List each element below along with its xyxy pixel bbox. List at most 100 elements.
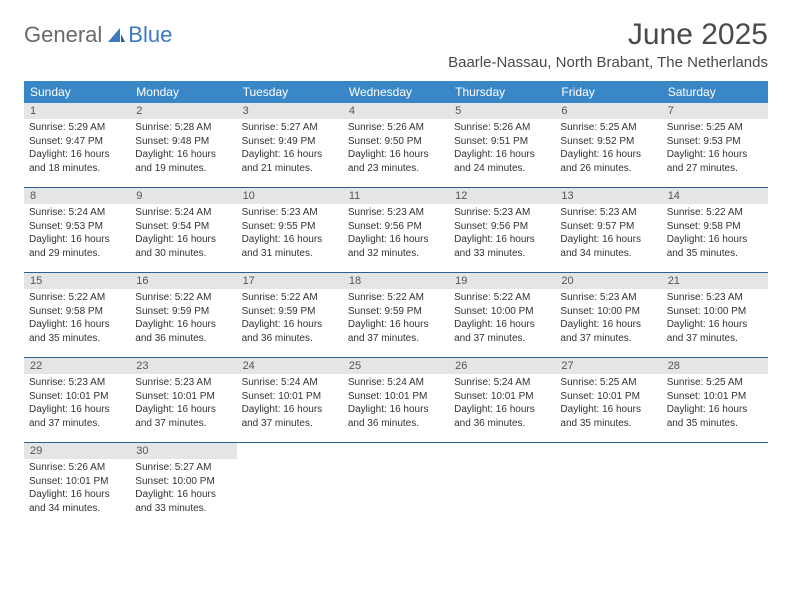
- day-body: Sunrise: 5:25 AMSunset: 9:53 PMDaylight:…: [662, 119, 768, 187]
- sunset: Sunset: 9:58 PM: [667, 220, 763, 234]
- sunset: Sunset: 9:48 PM: [135, 135, 231, 149]
- sunrise: Sunrise: 5:23 AM: [667, 291, 763, 305]
- sunrise: Sunrise: 5:23 AM: [560, 291, 656, 305]
- sunrise: Sunrise: 5:26 AM: [348, 121, 444, 135]
- sunset: Sunset: 9:51 PM: [454, 135, 550, 149]
- weekday-header: Wednesday: [343, 81, 449, 103]
- daylight-line1: Daylight: 16 hours: [560, 318, 656, 332]
- daylight-line1: Daylight: 16 hours: [29, 403, 125, 417]
- header: General Blue June 2025 Baarle-Nassau, No…: [24, 18, 768, 71]
- daylight-line1: Daylight: 16 hours: [348, 233, 444, 247]
- daylight-line2: and 35 minutes.: [667, 247, 763, 261]
- daylight-line2: and 36 minutes.: [135, 332, 231, 346]
- sunrise: Sunrise: 5:23 AM: [242, 206, 338, 220]
- month-title: June 2025: [448, 18, 768, 52]
- daylight-line2: and 37 minutes.: [454, 332, 550, 346]
- day-body: Sunrise: 5:24 AMSunset: 9:54 PMDaylight:…: [130, 204, 236, 272]
- daylight-line1: Daylight: 16 hours: [242, 318, 338, 332]
- sunset: Sunset: 9:50 PM: [348, 135, 444, 149]
- daylight-line1: Daylight: 16 hours: [667, 403, 763, 417]
- sunrise: Sunrise: 5:27 AM: [135, 461, 231, 475]
- day-body-row: Sunrise: 5:23 AMSunset: 10:01 PMDaylight…: [24, 374, 768, 442]
- daylight-line2: and 18 minutes.: [29, 162, 125, 176]
- day-body: Sunrise: 5:23 AMSunset: 9:56 PMDaylight:…: [449, 204, 555, 272]
- day-body: Sunrise: 5:27 AMSunset: 9:49 PMDaylight:…: [237, 119, 343, 187]
- daylight-line2: and 34 minutes.: [29, 502, 125, 516]
- sunrise: Sunrise: 5:22 AM: [348, 291, 444, 305]
- sunrise: Sunrise: 5:22 AM: [242, 291, 338, 305]
- daylight-line1: Daylight: 16 hours: [135, 403, 231, 417]
- daylight-line1: Daylight: 16 hours: [560, 233, 656, 247]
- day-number: 4: [343, 103, 449, 119]
- sunset: Sunset: 9:52 PM: [560, 135, 656, 149]
- day-number-row: 891011121314: [24, 188, 768, 204]
- day-body: Sunrise: 5:28 AMSunset: 9:48 PMDaylight:…: [130, 119, 236, 187]
- day-body: Sunrise: 5:24 AMSunset: 10:01 PMDaylight…: [237, 374, 343, 442]
- day-number-row: 1234567: [24, 103, 768, 119]
- sunset: Sunset: 10:01 PM: [29, 475, 125, 489]
- day-body-row: Sunrise: 5:29 AMSunset: 9:47 PMDaylight:…: [24, 119, 768, 187]
- daylight-line1: Daylight: 16 hours: [29, 148, 125, 162]
- day-body: Sunrise: 5:23 AMSunset: 9:55 PMDaylight:…: [237, 204, 343, 272]
- day-body: Sunrise: 5:23 AMSunset: 10:00 PMDaylight…: [662, 289, 768, 357]
- logo: General Blue: [24, 18, 172, 48]
- day-number: 20: [555, 273, 661, 289]
- logo-blue: Blue: [128, 22, 172, 48]
- sunset: Sunset: 10:00 PM: [135, 475, 231, 489]
- weekday-header: Saturday: [662, 81, 768, 103]
- day-number: 9: [130, 188, 236, 204]
- day-number: 8: [24, 188, 130, 204]
- day-number: [449, 443, 555, 459]
- day-number: [237, 443, 343, 459]
- day-body: [555, 459, 661, 527]
- sunrise: Sunrise: 5:23 AM: [348, 206, 444, 220]
- sunrise: Sunrise: 5:29 AM: [29, 121, 125, 135]
- day-number: [662, 443, 768, 459]
- sunset: Sunset: 10:00 PM: [560, 305, 656, 319]
- day-number: 5: [449, 103, 555, 119]
- day-number: 11: [343, 188, 449, 204]
- daylight-line1: Daylight: 16 hours: [348, 318, 444, 332]
- day-body: Sunrise: 5:24 AMSunset: 10:01 PMDaylight…: [343, 374, 449, 442]
- daylight-line2: and 36 minutes.: [454, 417, 550, 431]
- daylight-line2: and 37 minutes.: [29, 417, 125, 431]
- day-body-row: Sunrise: 5:22 AMSunset: 9:58 PMDaylight:…: [24, 289, 768, 357]
- sunset: Sunset: 9:57 PM: [560, 220, 656, 234]
- day-body: Sunrise: 5:26 AMSunset: 9:50 PMDaylight:…: [343, 119, 449, 187]
- daylight-line2: and 37 minutes.: [242, 417, 338, 431]
- daylight-line2: and 36 minutes.: [242, 332, 338, 346]
- day-body: [343, 459, 449, 527]
- day-number: 29: [24, 443, 130, 459]
- daylight-line1: Daylight: 16 hours: [29, 318, 125, 332]
- daylight-line1: Daylight: 16 hours: [348, 148, 444, 162]
- weekday-header-row: SundayMondayTuesdayWednesdayThursdayFrid…: [24, 81, 768, 103]
- day-body: Sunrise: 5:23 AMSunset: 9:57 PMDaylight:…: [555, 204, 661, 272]
- daylight-line1: Daylight: 16 hours: [242, 403, 338, 417]
- daylight-line2: and 35 minutes.: [29, 332, 125, 346]
- day-number: 2: [130, 103, 236, 119]
- sunset: Sunset: 10:01 PM: [135, 390, 231, 404]
- daylight-line1: Daylight: 16 hours: [348, 403, 444, 417]
- weekday-header: Thursday: [449, 81, 555, 103]
- sunrise: Sunrise: 5:24 AM: [348, 376, 444, 390]
- sunrise: Sunrise: 5:22 AM: [29, 291, 125, 305]
- sunset: Sunset: 9:59 PM: [242, 305, 338, 319]
- day-body: Sunrise: 5:22 AMSunset: 9:58 PMDaylight:…: [662, 204, 768, 272]
- day-number: 30: [130, 443, 236, 459]
- day-body: Sunrise: 5:29 AMSunset: 9:47 PMDaylight:…: [24, 119, 130, 187]
- sunset: Sunset: 10:01 PM: [29, 390, 125, 404]
- daylight-line1: Daylight: 16 hours: [242, 233, 338, 247]
- day-number: 6: [555, 103, 661, 119]
- day-number: 3: [237, 103, 343, 119]
- daylight-line2: and 37 minutes.: [348, 332, 444, 346]
- day-body: Sunrise: 5:23 AMSunset: 10:01 PMDaylight…: [24, 374, 130, 442]
- day-body: Sunrise: 5:26 AMSunset: 9:51 PMDaylight:…: [449, 119, 555, 187]
- week: 22232425262728Sunrise: 5:23 AMSunset: 10…: [24, 358, 768, 443]
- day-number: 23: [130, 358, 236, 374]
- daylight-line1: Daylight: 16 hours: [454, 148, 550, 162]
- daylight-line2: and 35 minutes.: [667, 417, 763, 431]
- weekday-header: Tuesday: [237, 81, 343, 103]
- week: 15161718192021Sunrise: 5:22 AMSunset: 9:…: [24, 273, 768, 358]
- daylight-line2: and 36 minutes.: [348, 417, 444, 431]
- day-number: 21: [662, 273, 768, 289]
